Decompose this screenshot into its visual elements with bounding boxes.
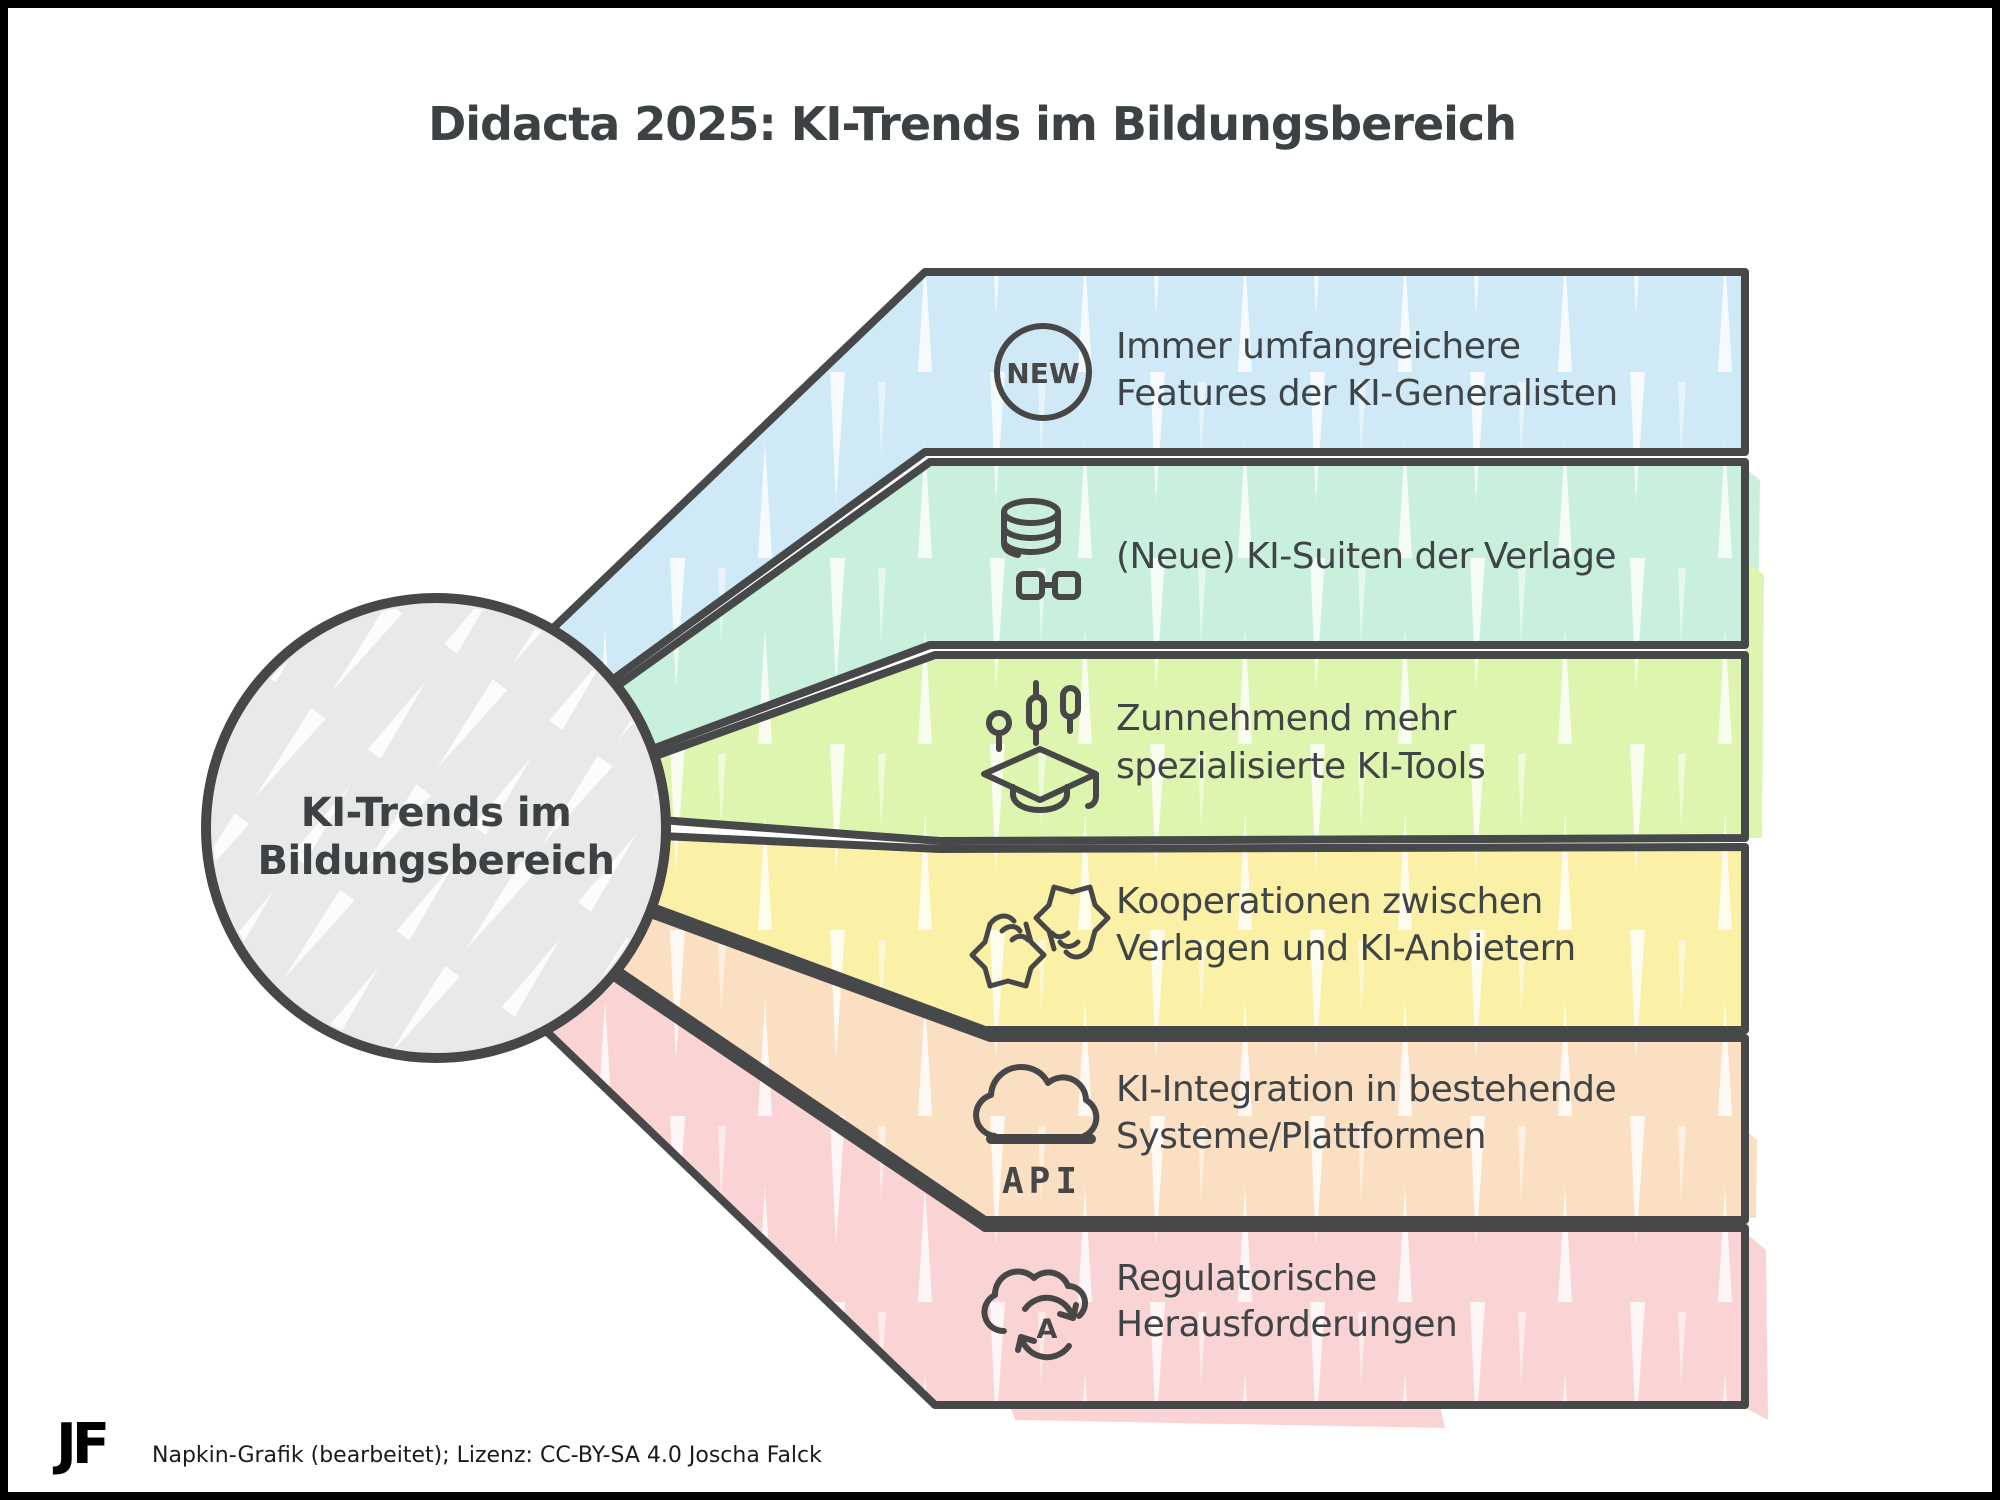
trend-5-label-line-1: KI-Integration in bestehende — [1116, 1069, 1616, 1110]
trend-5-label-line-2: Systeme/Plattformen — [1116, 1116, 1486, 1157]
new-badge-label: NEW — [1006, 357, 1080, 390]
db-ring-1 — [1001, 524, 1061, 541]
center-label-line-2: Bildungsbereich — [258, 838, 615, 884]
new-badge-ring — [994, 323, 1092, 421]
page-title: Didacta 2025: KI-Trends im Bildungsberei… — [428, 97, 1516, 151]
trend-6-label-line-1: Regulatorische — [1116, 1258, 1377, 1299]
grad-cap-base — [1010, 784, 1070, 813]
refresh-arc-top — [1022, 1294, 1076, 1321]
trend-1-label-line-2: Features der KI-Generalisten — [1116, 373, 1618, 414]
trend-2-label-line-1: (Neue) KI-Suiten der Verlage — [1116, 536, 1616, 577]
center-node: KI-Trends im Bildungsbereich — [201, 593, 671, 1063]
cloud-refresh-icon: A — [981, 1268, 1089, 1361]
db-ring-2 — [1001, 538, 1061, 555]
trend-6-label-line-2: Herausforderungen — [1116, 1304, 1457, 1345]
grad-cap-board — [981, 746, 1099, 803]
band-6-texture — [542, 973, 1745, 1405]
refresh-letter: A — [1037, 1314, 1058, 1345]
bleed-pink-right — [1745, 1232, 1768, 1420]
center-label-line-1: KI-Trends im — [301, 790, 572, 836]
specialized-tools-icon — [981, 680, 1099, 813]
handshake-hand-left — [987, 913, 1017, 927]
jf-logo: JF — [52, 1412, 106, 1477]
trend-1-label-line-1: Immer umfangreichere — [1116, 326, 1521, 367]
trend-4-label-line-2: Verlagen und KI-Anbietern — [1116, 928, 1576, 969]
band-2-texture — [613, 462, 1745, 751]
band-3-texture — [650, 655, 1745, 841]
trend-3-label-line-2: spezialisierte KI-Tools — [1116, 746, 1485, 787]
trend-3-label-line-1: Zunnehmend mehr — [1116, 698, 1456, 739]
handshake-gear-left — [969, 921, 1047, 989]
handshake-hand-right — [1063, 946, 1093, 960]
cloud-outline — [973, 1064, 1100, 1139]
refresh-arrowhead-top — [1057, 1302, 1079, 1321]
center-circle-texture — [213, 605, 659, 1051]
bleed-pink-bottom — [1010, 1406, 1445, 1428]
trend-4-label-line-1: Kooperationen zwischen — [1116, 881, 1543, 922]
handshake-gears-icon — [969, 884, 1111, 989]
band-5-texture — [613, 912, 1745, 1220]
handshake-gear-right — [1033, 884, 1111, 952]
handshake-finger-r1 — [1057, 939, 1081, 949]
license-text: Napkin-Grafik (bearbeitet); Lizenz: CC-B… — [152, 1443, 822, 1468]
database-icon — [1001, 498, 1081, 600]
refresh-arrowhead-bottom — [1015, 1334, 1037, 1353]
cloud-api-icon: API — [973, 1064, 1100, 1202]
api-label: API — [1002, 1161, 1082, 1202]
bleed-yellowgreen — [1745, 560, 1764, 838]
handshake-finger-l1 — [999, 924, 1023, 934]
grad-cap-tassel — [1085, 773, 1099, 809]
band-4-texture — [647, 836, 1745, 1030]
cloud-outline-small — [981, 1268, 1089, 1335]
new-badge-icon: NEW — [994, 323, 1092, 421]
handshake-finger-l2 — [1009, 933, 1031, 943]
handshake-finger-r2 — [1049, 930, 1071, 940]
band-1-texture — [548, 272, 1745, 683]
footer: JF Napkin-Grafik (bearbeitet); Lizenz: C… — [52, 1412, 822, 1477]
refresh-arc-bottom — [1018, 1334, 1072, 1361]
